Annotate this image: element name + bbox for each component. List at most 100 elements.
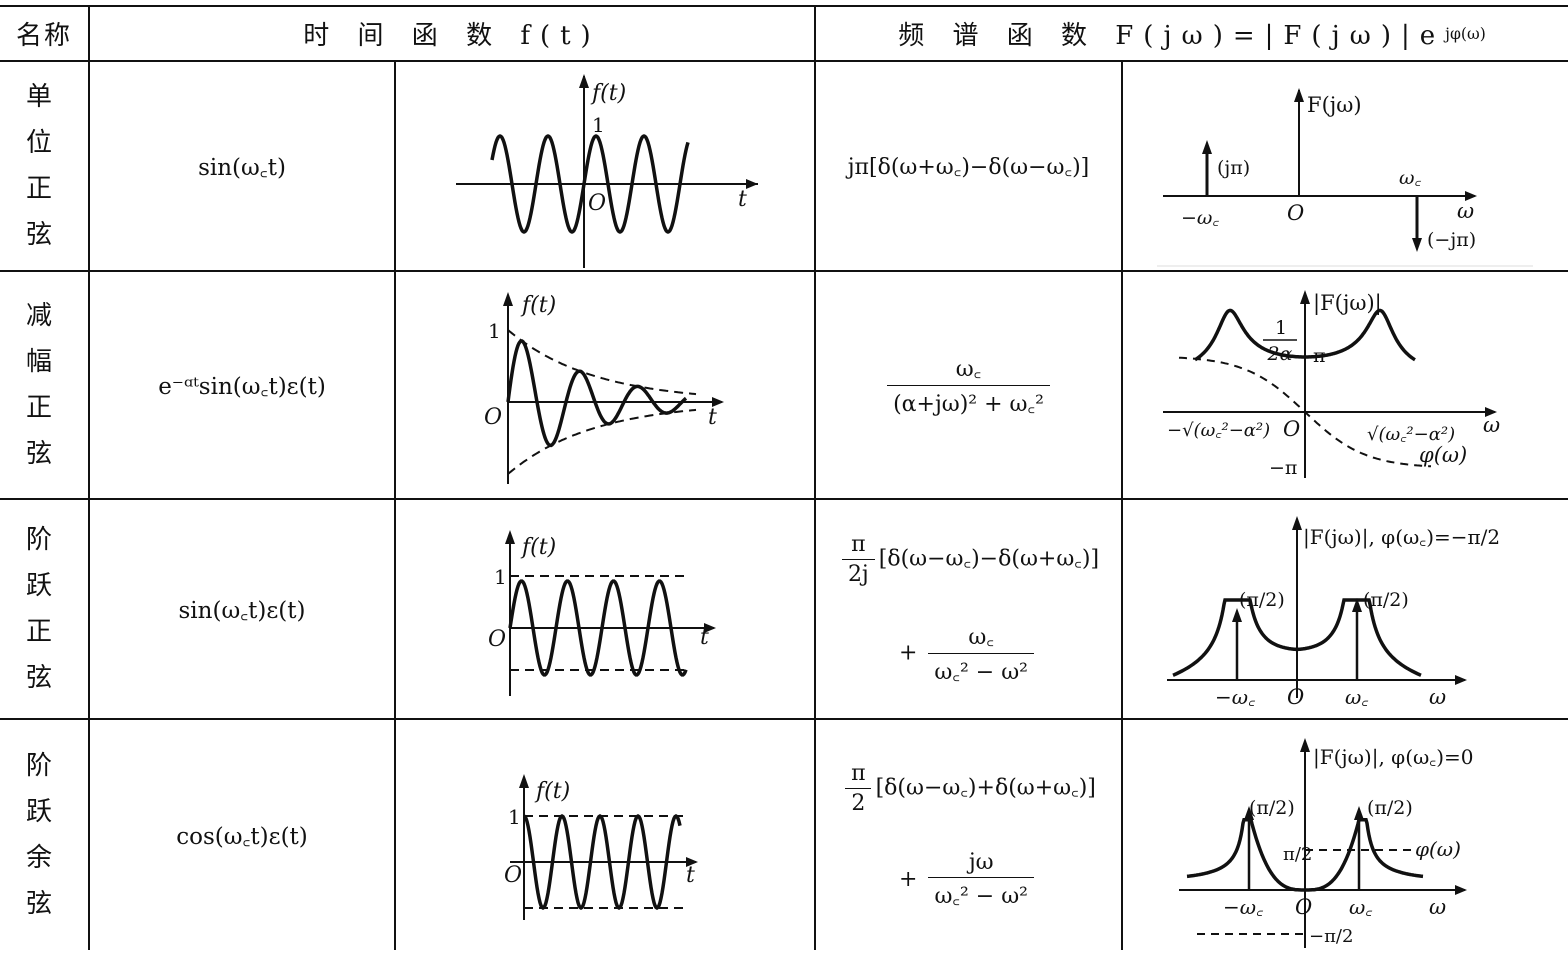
neg-wc-label: −ω꜀ <box>1215 685 1255 709</box>
f-axis-arrow <box>505 530 515 544</box>
plus-sign: + <box>898 640 918 666</box>
phase-label: φ(ω) <box>1415 837 1461 861</box>
amplitude-label: 1 <box>494 565 507 589</box>
time-plot-step-cosine: f(t) 1 O t <box>504 774 698 920</box>
F-axis-arrow <box>1300 738 1310 752</box>
time-expression: cos(ω꜀t)ε(t) <box>176 824 308 850</box>
pi-label: π <box>1313 345 1326 367</box>
spectrum-line-1: π 2j [δ(ω−ω꜀)−δ(ω+ω꜀)] <box>838 532 1099 587</box>
term2-denominator: ω꜀² − ω² <box>928 876 1034 910</box>
col-divider <box>394 60 396 950</box>
table-top-border <box>0 5 1568 7</box>
impulse-down-label: (−jπ) <box>1427 229 1476 251</box>
step-sine-curve <box>508 579 688 677</box>
t-axis-arrow <box>712 397 724 407</box>
magnitude-label: |F(jω)|, φ(ω꜀)=0 <box>1313 745 1474 770</box>
spectrum-stack: π 2 [δ(ω−ω꜀)+δ(ω+ω꜀)] + jω ω꜀² − ω² <box>841 761 1096 910</box>
magnitude-label: |F(jω)| <box>1313 291 1382 316</box>
w-axis-arrow <box>1455 885 1467 895</box>
F-axis-arrow <box>1292 516 1302 530</box>
impulse-right-arrow <box>1352 598 1362 612</box>
wc-label: ω꜀ <box>1345 685 1368 709</box>
spectrum-plot-damped-sine: |F(jω)| 1 2α π −π −√(ω꜀²−α²) √(ω꜀²−α²) O… <box>1163 290 1500 479</box>
amplitude-label: 1 <box>508 805 521 829</box>
fraction-numerator: ω꜀ <box>955 356 982 382</box>
header-time-function: 时 间 函 数 f(t) <box>303 21 601 51</box>
w-axis-arrow <box>1455 675 1467 685</box>
row-name: 减 幅 正 弦 <box>25 301 64 469</box>
col-divider <box>814 5 816 950</box>
f-axis-arrow <box>519 774 529 788</box>
t-axis-arrow <box>686 857 698 867</box>
col-divider <box>1121 60 1123 950</box>
term2-numerator: ω꜀ <box>968 625 994 650</box>
header-spectrum: 频 谱 函 数 F(jω)=|F(jω)|e jφ(ω) <box>816 7 1568 60</box>
magnitude-curve <box>1186 817 1424 892</box>
damped-sine-curve <box>506 339 688 448</box>
coef-fraction: π 2j <box>841 532 875 587</box>
coef-numerator: π <box>851 532 866 557</box>
root-label: √(ω꜀²−α²) <box>1367 424 1455 445</box>
header-bottom-border <box>0 60 1568 62</box>
plus-sign: + <box>899 866 918 892</box>
coef-denominator: 2 <box>845 787 872 816</box>
f-axis-arrow <box>579 74 589 88</box>
F-axis-arrow <box>1294 88 1304 102</box>
neg-root-label: −√(ω꜀²−α²) <box>1167 420 1270 441</box>
w-axis-label: ω <box>1429 895 1446 919</box>
neg-wc-label: −ω꜀ <box>1181 207 1219 229</box>
row-name: 阶 跃 正 弦 <box>25 525 64 693</box>
impulse-right-label: (π/2) <box>1363 589 1409 611</box>
F-axis-arrow <box>1300 290 1310 304</box>
w-axis-arrow <box>1485 407 1497 417</box>
row-divider <box>0 718 1568 720</box>
spectrum-plot-unit-sine: F(jω) (jπ) (−jπ) ω꜀ −ω꜀ O ω <box>1157 88 1533 267</box>
spectrum-expression: ω꜀ (α+jω)² + ω꜀² <box>816 272 1121 498</box>
step-cosine-curve <box>523 813 682 911</box>
wc-label: ω꜀ <box>1399 167 1421 189</box>
magnitude-curve <box>1194 308 1416 362</box>
impulse-left-arrow <box>1232 608 1242 622</box>
spectrum-line-2: + jω ω꜀² − ω² <box>899 850 1038 910</box>
term2-denominator: ω꜀² − ω² <box>928 653 1034 686</box>
time-plot-damped-sine: f(t) 1 O t <box>484 292 724 484</box>
term2-fraction: ω꜀ ω꜀² − ω² <box>928 621 1034 686</box>
upper-envelope <box>507 329 697 396</box>
delta-expression: [δ(ω−ω꜀)−δ(ω+ω꜀)] <box>878 546 1100 572</box>
f-axis-arrow <box>503 292 513 306</box>
spectrum-plot-step-sine: |F(jω)|, φ(ω꜀)=−π/2 (π/2) (π/2) −ω꜀ O ω꜀… <box>1167 516 1500 709</box>
impulse-right-arrow <box>1354 806 1364 820</box>
header-spectrum-text: 频 谱 函 数 F(jω)=|F(jω)|e <box>898 21 1446 51</box>
t-axis-arrow <box>746 179 758 189</box>
spectrum-expression: jπ[δ(ω+ω꜀)−δ(ω−ω꜀)] <box>847 155 1090 180</box>
origin-label: O <box>588 191 606 216</box>
row-name: 阶 跃 余 弦 <box>25 751 64 919</box>
delta-expression: [δ(ω−ω꜀)+δ(ω+ω꜀)] <box>875 775 1096 800</box>
origin-label: O <box>1287 685 1304 709</box>
impulse-left-arrow <box>1244 806 1254 820</box>
neg-pi-half-label: −π/2 <box>1309 926 1353 947</box>
magnitude-curve <box>1172 598 1422 677</box>
impulse-up-arrow <box>1202 140 1212 154</box>
pi-half-label: π/2 <box>1283 844 1312 865</box>
origin-label: O <box>1295 895 1312 919</box>
term2-fraction: jω ω꜀² − ω² <box>928 850 1034 910</box>
origin-label: O <box>488 627 506 652</box>
row-divider <box>0 498 1568 500</box>
header-name: 名称 <box>15 21 72 51</box>
f-axis-label: f(t) <box>520 535 556 560</box>
peak-numerator: 1 <box>1275 317 1287 339</box>
origin-label: O <box>504 863 522 888</box>
spectrum-expression: π 2 [δ(ω−ω꜀)+δ(ω+ω꜀)] + jω ω꜀² − ω² <box>816 720 1121 950</box>
magnitude-label: |F(jω)|, φ(ω꜀)=−π/2 <box>1303 525 1500 550</box>
coef-denominator: 2j <box>841 559 875 587</box>
time-expression: sin(ω꜀t)ε(t) <box>178 598 306 624</box>
time-expression: e⁻ᵅᵗsin(ω꜀t)ε(t) <box>158 374 326 400</box>
f-axis-label: f(t) <box>590 81 626 106</box>
amplitude-label: 1 <box>592 113 605 137</box>
impulse-right-label: (π/2) <box>1367 797 1413 819</box>
time-expression: sin(ω꜀t) <box>198 155 286 181</box>
t-axis-arrow <box>704 623 716 633</box>
t-axis-label: t <box>738 187 747 212</box>
